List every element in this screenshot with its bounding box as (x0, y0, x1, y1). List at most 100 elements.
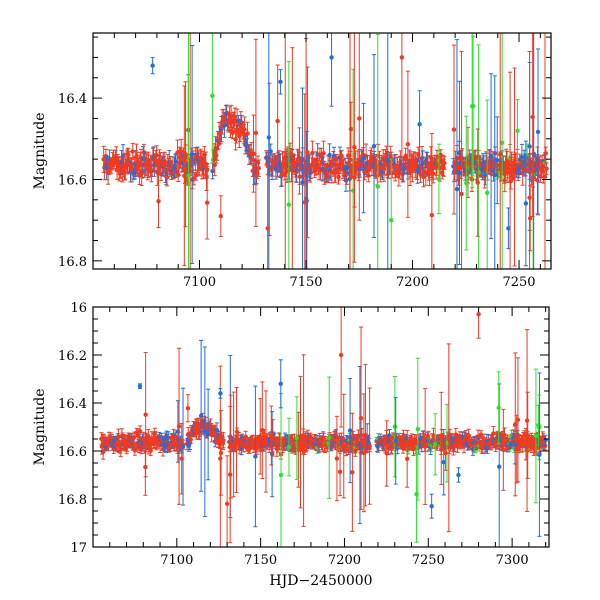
green-data-point (436, 143, 442, 215)
blue-data-point (393, 397, 398, 485)
blue-data-point (137, 383, 143, 390)
blue-data-point (441, 429, 446, 496)
green-data-point (278, 393, 284, 547)
red-data-point (137, 425, 143, 438)
red-data-point (297, 127, 302, 195)
red-data-point (384, 420, 389, 487)
y-tick-label: 16.6 (58, 445, 87, 460)
red-data-point (251, 114, 256, 193)
red-data-point (227, 405, 233, 544)
red-data-point (429, 132, 435, 269)
red-data-point (439, 391, 444, 486)
green-data-point (515, 99, 520, 163)
blue-data-point (523, 140, 529, 267)
y-tick-label: 16.8 (58, 255, 87, 270)
red-data-point (302, 93, 307, 269)
green-data-point (464, 115, 469, 251)
red-data-point (218, 195, 224, 237)
red-data-point (260, 381, 265, 479)
red-data-point (242, 116, 247, 143)
red-data-point (204, 165, 210, 240)
y-tick-label: 16 (70, 301, 87, 316)
bottom-panel-ticks: 7100 7150 7200 7250 7300 16 16.2 16.4 16.6 16.8 17 (58, 301, 549, 568)
red-data-point (357, 33, 362, 221)
bottom-panel-xlabel: HJD−2450000 (269, 573, 372, 589)
green-data-point (496, 371, 501, 445)
y-tick-label: 17 (70, 541, 87, 556)
red-data-point (410, 155, 415, 183)
blue-data-point (329, 33, 334, 107)
top-panel-ylabel: Magnitude (32, 112, 48, 189)
green-data-point (469, 33, 475, 189)
red-data-point (535, 146, 540, 215)
red-data-point (350, 412, 355, 532)
blue-data-point (205, 388, 211, 481)
red-data-point (156, 174, 161, 229)
green-data-point (415, 357, 421, 501)
red-data-point (530, 33, 535, 218)
green-data-point (432, 413, 438, 476)
x-tick-label: 7200 (396, 275, 429, 290)
green-data-point (375, 33, 380, 269)
red-data-point (221, 432, 226, 449)
blue-data-point (253, 385, 258, 528)
red-data-point (451, 44, 457, 215)
red-data-point (442, 156, 447, 170)
blue-data-point (495, 116, 500, 205)
blue-data-point (497, 383, 502, 547)
red-data-point (422, 388, 428, 505)
blue-data-point (454, 39, 460, 269)
red-data-point (367, 387, 372, 505)
red-data-point (256, 159, 261, 177)
blue-data-point (266, 33, 272, 269)
x-tick-label: 7150 (289, 275, 322, 290)
red-data-point (542, 33, 548, 269)
red-data-point (253, 38, 259, 227)
blue-data-point (278, 359, 283, 409)
green-data-point (476, 44, 481, 269)
red-data-point (283, 33, 288, 269)
green-data-point (392, 376, 398, 478)
green-data-point (186, 33, 191, 269)
blue-data-point (456, 467, 461, 483)
green-data-point (389, 158, 394, 269)
x-tick-label: 7250 (502, 275, 535, 290)
blue-data-point (218, 388, 223, 399)
bottom-panel: 7100 7150 7200 7250 7300 16 16.2 16.4 16.6 16.8 17… (32, 301, 550, 589)
red-data-point (275, 64, 280, 178)
blue-data-point (417, 90, 422, 159)
red-data-point (527, 51, 532, 269)
green-data-point (414, 445, 419, 543)
red-data-point (187, 33, 193, 269)
red-data-point (269, 405, 274, 466)
top-panel-data-points (101, 33, 549, 269)
bottom-panel-data-points (99, 307, 548, 547)
red-data-point (334, 415, 340, 502)
blue-data-point (457, 80, 462, 266)
red-data-point (501, 408, 506, 491)
red-data-point (183, 81, 188, 228)
red-data-point (232, 107, 238, 127)
y-tick-label: 16.4 (58, 92, 87, 107)
red-data-point (218, 410, 224, 496)
red-data-point (347, 33, 353, 269)
green-data-point (286, 417, 292, 477)
red-data-point (337, 447, 343, 497)
red-data-point (527, 185, 533, 252)
blue-data-point (488, 73, 494, 240)
red-data-point (476, 307, 481, 339)
blue-data-point (537, 372, 542, 537)
green-data-point (210, 33, 215, 164)
blue-data-point (189, 44, 195, 264)
red-data-point (263, 390, 269, 493)
blue-data-point (506, 207, 511, 250)
top-panel-ticks: 7100 7150 7200 7250 16.4 16.6 16.8 (58, 33, 551, 290)
red-data-point (405, 70, 411, 218)
red-data-point (358, 326, 364, 510)
red-data-point (399, 33, 405, 180)
red-data-point (524, 329, 530, 512)
blue-data-point (347, 378, 353, 484)
red-data-point (179, 423, 184, 495)
x-tick-label: 7250 (412, 553, 445, 568)
